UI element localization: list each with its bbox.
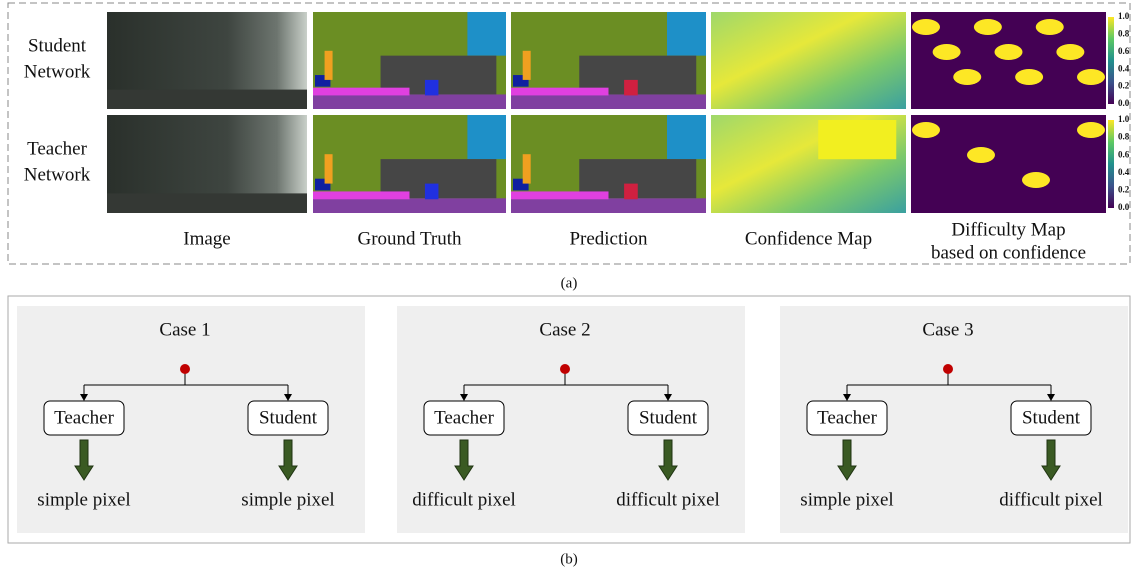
seg-sky — [467, 12, 506, 56]
seg-person — [624, 80, 638, 96]
row-label: Network — [24, 164, 91, 185]
seg-sky — [467, 115, 506, 159]
root-node — [560, 364, 570, 374]
difficulty-blob — [974, 19, 1002, 35]
seg-sidewalk — [511, 191, 609, 199]
node-label: Student — [1022, 407, 1081, 428]
result-label: simple pixel — [37, 489, 130, 510]
seg-road — [511, 94, 706, 109]
seg-sky — [667, 12, 706, 56]
seg-person — [425, 80, 439, 96]
image-tile — [711, 12, 906, 109]
difficulty-blob — [1077, 122, 1105, 138]
difficulty-blob — [1036, 19, 1064, 35]
seg-sidewalk — [313, 191, 410, 199]
difficulty-blob — [1015, 69, 1043, 85]
result-label: difficult pixel — [616, 489, 720, 510]
result-label: difficult pixel — [999, 489, 1103, 510]
colorbar-tick-label: 0.8 — [1118, 28, 1130, 38]
seg-sign — [523, 51, 531, 80]
image-tile — [313, 115, 506, 213]
colorbar-tick-label: 0.0 — [1118, 98, 1130, 108]
difficulty-blob — [1056, 44, 1084, 60]
seg-person — [425, 184, 439, 200]
column-label: Difficulty Map — [951, 219, 1065, 240]
image-tile — [511, 115, 706, 213]
colorbar-tick-label: 0.6 — [1118, 46, 1130, 56]
difficulty-blob — [1077, 69, 1105, 85]
image-tile — [911, 115, 1106, 213]
colorbar-tick-label: 0.4 — [1118, 167, 1130, 177]
colorbar-tick-label: 1.0 — [1118, 11, 1130, 21]
case-title: Case 3 — [922, 319, 973, 340]
figure: 1.0 0.8 0.6 0.4 0.2 0.0 Student Network 1.0 0.8 0.… — [0, 0, 1138, 577]
node-label: Student — [639, 407, 698, 428]
row-label: Student — [28, 35, 87, 56]
colorbar-tick-label: 0.0 — [1118, 202, 1130, 212]
seg-sidewalk — [511, 88, 609, 96]
root-node — [943, 364, 953, 374]
seg-road — [511, 198, 706, 213]
root-node — [180, 364, 190, 374]
result-label: simple pixel — [800, 489, 893, 510]
colorbar-tick-label: 0.4 — [1118, 63, 1130, 73]
node-label: Teacher — [817, 407, 878, 428]
image-tile — [911, 12, 1106, 109]
image-tile — [107, 12, 307, 109]
difficulty-blob — [953, 69, 981, 85]
seg-sky — [667, 115, 706, 159]
result-label: simple pixel — [241, 489, 334, 510]
seg-sign — [325, 154, 333, 183]
image-tile — [107, 115, 307, 213]
photo-road — [107, 193, 307, 213]
column-label: Ground Truth — [358, 228, 462, 249]
difficulty-blob — [912, 122, 940, 138]
image-tile — [313, 12, 506, 109]
confidence-high — [818, 120, 896, 159]
difficulty-blob — [995, 44, 1023, 60]
colorbar-tick-label: 0.6 — [1118, 149, 1130, 159]
colorbar-tick-label: 0.2 — [1118, 81, 1130, 91]
difficulty — [911, 115, 1106, 213]
seg-sign — [523, 154, 531, 183]
image-tile — [511, 12, 706, 109]
column-label: based on confidence — [931, 242, 1086, 263]
caption: (b) — [560, 551, 578, 567]
node-label: Student — [259, 407, 318, 428]
colorbar-tick-label: 0.2 — [1118, 184, 1130, 194]
image-tile — [711, 115, 906, 213]
seg-sign — [325, 51, 333, 80]
column-label: Image — [183, 228, 230, 249]
case-title: Case 1 — [159, 319, 210, 340]
difficulty — [911, 12, 1106, 109]
seg-sidewalk — [313, 88, 410, 96]
row-label: Network — [24, 61, 91, 82]
column-label: Prediction — [569, 228, 648, 249]
seg-person — [624, 184, 638, 200]
seg-road — [313, 198, 506, 213]
row-label: Teacher — [27, 138, 88, 159]
result-label: difficult pixel — [412, 489, 516, 510]
colorbar — [1108, 17, 1114, 104]
difficulty-blob — [933, 44, 961, 60]
colorbar-tick-label: 1.0 — [1118, 114, 1130, 124]
node-label: Teacher — [54, 407, 115, 428]
difficulty-blob — [967, 147, 995, 163]
difficulty-blob — [912, 19, 940, 35]
photo-road — [107, 90, 307, 109]
column-label: Confidence Map — [745, 228, 872, 249]
caption: (a) — [561, 275, 578, 291]
colorbar-tick-label: 0.8 — [1118, 132, 1130, 142]
confidence — [711, 12, 906, 109]
colorbar — [1108, 120, 1114, 208]
difficulty-blob — [1022, 172, 1050, 188]
case-title: Case 2 — [539, 319, 590, 340]
node-label: Teacher — [434, 407, 495, 428]
seg-road — [313, 94, 506, 109]
